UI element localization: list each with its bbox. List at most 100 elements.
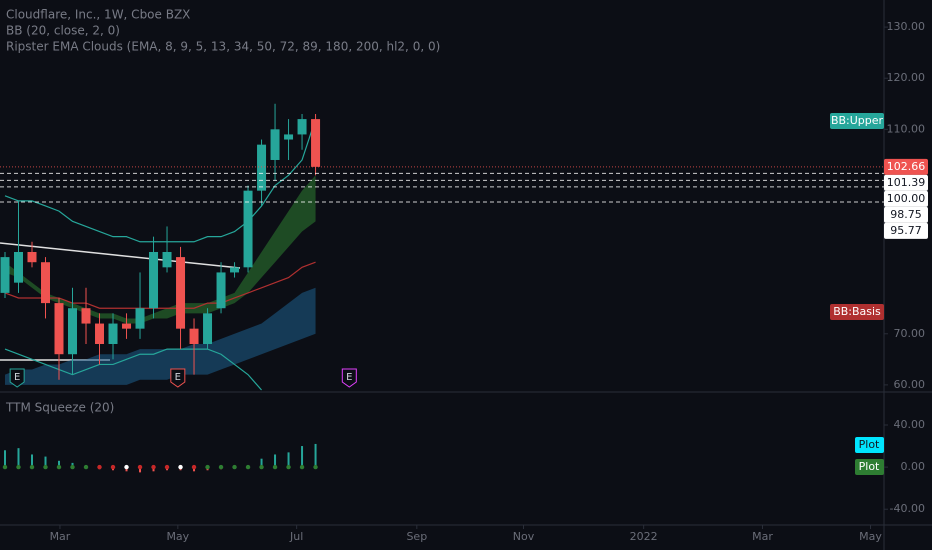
momentum-bar [260,458,263,468]
price-tag-label: 101.39 [887,176,926,189]
squeeze-dot [272,464,278,470]
candle-body [243,190,253,268]
squeeze-dot [218,464,224,470]
plot-layer: 130.00 120.00 110.00 70.00 60.00 Mar May Jul Sep… [0,20,928,543]
series-tag [830,304,884,320]
x-tick-label: 2022 [630,530,658,543]
candle-body [257,144,267,191]
plot-tag-label: Plot [859,460,880,473]
candle-body [149,251,159,309]
x-tick-label: Jul [289,530,303,543]
x-tick-label: Mar [752,530,773,543]
squeeze-dot [16,464,21,470]
squeeze-dot [137,464,143,470]
momentum-bar [58,460,61,468]
momentum-bar [287,452,290,468]
candle-body [108,323,118,344]
price-tag-label: 98.75 [890,208,922,221]
plot-tag-label: Plot [859,438,880,451]
squeeze-dot [299,464,305,470]
candle-body [135,308,145,329]
x-tick-label: Mar [50,530,71,543]
squeeze-dot [191,464,197,470]
squeeze-dot [151,464,156,470]
squeeze-dot [2,464,8,470]
candle-body [122,323,132,329]
y-tick-label: 60.00 [894,378,926,391]
y-tick-label: -40.00 [890,502,925,515]
price-tag [884,158,928,175]
indicator-legend: Ripster EMA Clouds (EMA, 8, 9, 5, 13, 34… [6,40,440,54]
momentum-bar [17,448,20,468]
series-tag-label: BB:Upper [831,114,884,127]
squeeze-dot [164,464,170,470]
bb-line [4,118,317,243]
y-tick-label: 70.00 [894,327,926,340]
price-tag-label: 102.66 [887,160,926,173]
candle-body [27,251,37,263]
squeeze-dot [259,464,264,470]
squeeze-dot [178,464,183,470]
candle-body [162,251,172,268]
bb-line [4,261,316,309]
squeeze-dot [313,464,318,470]
candle-body [13,251,23,283]
candle-body [176,257,186,329]
momentum-bar [3,450,6,468]
candle-body [297,119,307,135]
candle-body [216,272,226,309]
momentum-bar [301,446,304,468]
price-tag [884,174,928,191]
candle-body [203,313,213,344]
y-tick-label: 120.00 [887,71,926,84]
earnings-label: E [14,372,20,383]
squeeze-dot [232,464,237,470]
ema-cloud [4,287,316,385]
indicator-legend: BB (20, close, 2, 0) [6,24,120,38]
y-tick-label: 110.00 [887,122,926,135]
series-tag-label: BB:Basis [833,305,881,318]
series-tag [830,113,884,129]
earnings-label: E [346,372,352,383]
earnings-label: E [175,372,181,383]
squeeze-title: TTM Squeeze (20) [5,401,114,415]
squeeze-dot [83,464,89,470]
y-tick-label: 0.00 [901,460,926,473]
x-tick-label: Nov [513,530,535,543]
candle-body [284,134,294,140]
momentum-bar [314,443,317,468]
x-tick-label: May [166,530,189,543]
earnings-marker [170,368,186,388]
candle-body [41,262,51,304]
candle-body [68,308,78,355]
price-tag [884,222,928,239]
momentum-bar [44,456,47,468]
squeeze-dot [124,464,129,470]
x-tick-label: May [859,530,882,543]
price-tag-label: 95.77 [890,224,922,237]
plot-tag [855,459,884,475]
earnings-marker [341,368,357,388]
squeeze-dot [205,464,210,470]
bb-line [4,348,262,391]
momentum-bar [139,467,142,473]
chart-title: Cloudflare, Inc., 1W, Cboe BZX [6,8,190,22]
candle-body [311,119,321,167]
candle-body [189,328,199,344]
squeeze-dot [56,464,62,470]
momentum-bar [274,454,277,468]
candle-body [81,308,91,324]
x-tick-label: Sep [406,530,427,543]
price-tag-label: 100.00 [887,192,926,205]
y-tick-label: 40.00 [894,418,926,431]
squeeze-dot [97,464,102,470]
trend-line [0,242,241,269]
squeeze-dot [43,464,48,470]
candle-body [54,303,64,355]
price-tag [884,190,928,207]
plot-tag [855,437,884,453]
candle-body [270,129,280,160]
momentum-bar [31,454,34,468]
earnings-marker [9,368,25,388]
